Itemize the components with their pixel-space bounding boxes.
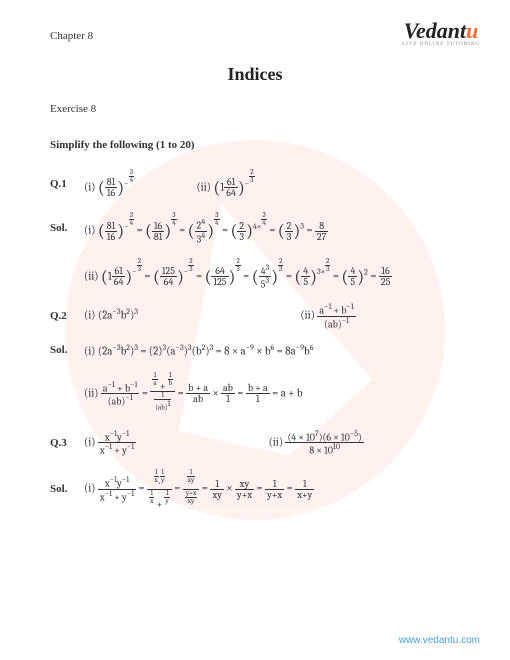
logo-tagline: LIVE ONLINE TUTORING xyxy=(402,42,480,47)
sol1i-math: (i) (8116)−34 = (1681)34 = (2434)34 = (2… xyxy=(84,212,328,244)
q2-label: Q.2 xyxy=(50,310,84,322)
q1-label: Q.1 xyxy=(50,178,84,190)
sol1-ii: (ii) xyxy=(84,269,99,282)
solution-2ii: (ii) a−1 + b−1(ab)−1 = 1a + 1b1(ab)1 = b… xyxy=(50,372,460,416)
q3-math: (i) x−1y−1x−1 + y−1 (ii) (4 × 107)(6 × 1… xyxy=(84,430,424,456)
question-2: Q.2 (i) (2a−3b2)3 (ii) a−1 + b−1(ab)−1 xyxy=(50,303,460,329)
sol2i-math: (i) (2a−3b2)3 = (2)3(a−3)3(b2)3 = 8 × a−… xyxy=(84,343,314,358)
solution-2i: Sol. (i) (2a−3b2)3 = (2)3(a−3)3(b2)3 = 8… xyxy=(50,343,460,358)
sol1-i: (i) xyxy=(84,224,95,237)
solution-1ii: (ii) (16164)−23 = (12564)−23 = (64125)23… xyxy=(50,258,460,290)
question-1: Q.1 (i) (8116)−34 (ii) (16164)−23 xyxy=(50,169,460,198)
question-3: Q.3 (i) x−1y−1x−1 + y−1 (ii) (4 × 107)(6… xyxy=(50,430,460,456)
q1-i: (i) xyxy=(84,180,95,193)
sol2-i: (i) xyxy=(84,345,95,358)
exercise-label: Exercise 8 xyxy=(50,103,460,115)
page-content: Vedantu LIVE ONLINE TUTORING Chapter 8 I… xyxy=(0,0,510,553)
logo-accent: u xyxy=(466,18,478,43)
sol3-i: (i) xyxy=(84,482,95,495)
q2-i: (i) xyxy=(84,309,95,322)
sol3-label: Sol. xyxy=(50,483,84,495)
instruction-text: Simplify the following (1 to 20) xyxy=(50,139,460,151)
sol1-label: Sol. xyxy=(50,222,84,234)
footer-url[interactable]: www.vedantu.com xyxy=(399,635,480,646)
q3-ii: (ii) xyxy=(269,435,284,448)
logo-text: Vedantu xyxy=(402,18,480,44)
sol3i-math: (i) x−1y−1x−1 + y−1 = 1x·1y1x + 1y = 1xy… xyxy=(84,469,314,509)
q1-math: (i) (8116)−34 (ii) (16164)−23 xyxy=(84,169,315,198)
sol2-ii: (ii) xyxy=(84,386,99,399)
solution-1i: Sol. (i) (8116)−34 = (1681)34 = (2434)34… xyxy=(50,212,460,244)
q3-i: (i) xyxy=(84,435,95,448)
q2-ii: (ii) xyxy=(300,309,315,322)
brand-logo: Vedantu LIVE ONLINE TUTORING xyxy=(402,18,480,47)
chapter-label: Chapter 8 xyxy=(50,30,460,42)
page-title: Indices xyxy=(50,64,460,85)
q3-label: Q.3 xyxy=(50,437,84,449)
q1-ii: (ii) xyxy=(196,180,211,193)
logo-brand: Vedant xyxy=(404,18,466,43)
sol2-label: Sol. xyxy=(50,344,84,356)
sol2ii-math: (ii) a−1 + b−1(ab)−1 = 1a + 1b1(ab)1 = b… xyxy=(84,372,302,416)
q2-math: (i) (2a−3b2)3 (ii) a−1 + b−1(ab)−1 xyxy=(84,303,416,329)
solution-3i: Sol. (i) x−1y−1x−1 + y−1 = 1x·1y1x + 1y … xyxy=(50,469,460,509)
sol1ii-math: (ii) (16164)−23 = (12564)−23 = (64125)23… xyxy=(84,258,392,290)
